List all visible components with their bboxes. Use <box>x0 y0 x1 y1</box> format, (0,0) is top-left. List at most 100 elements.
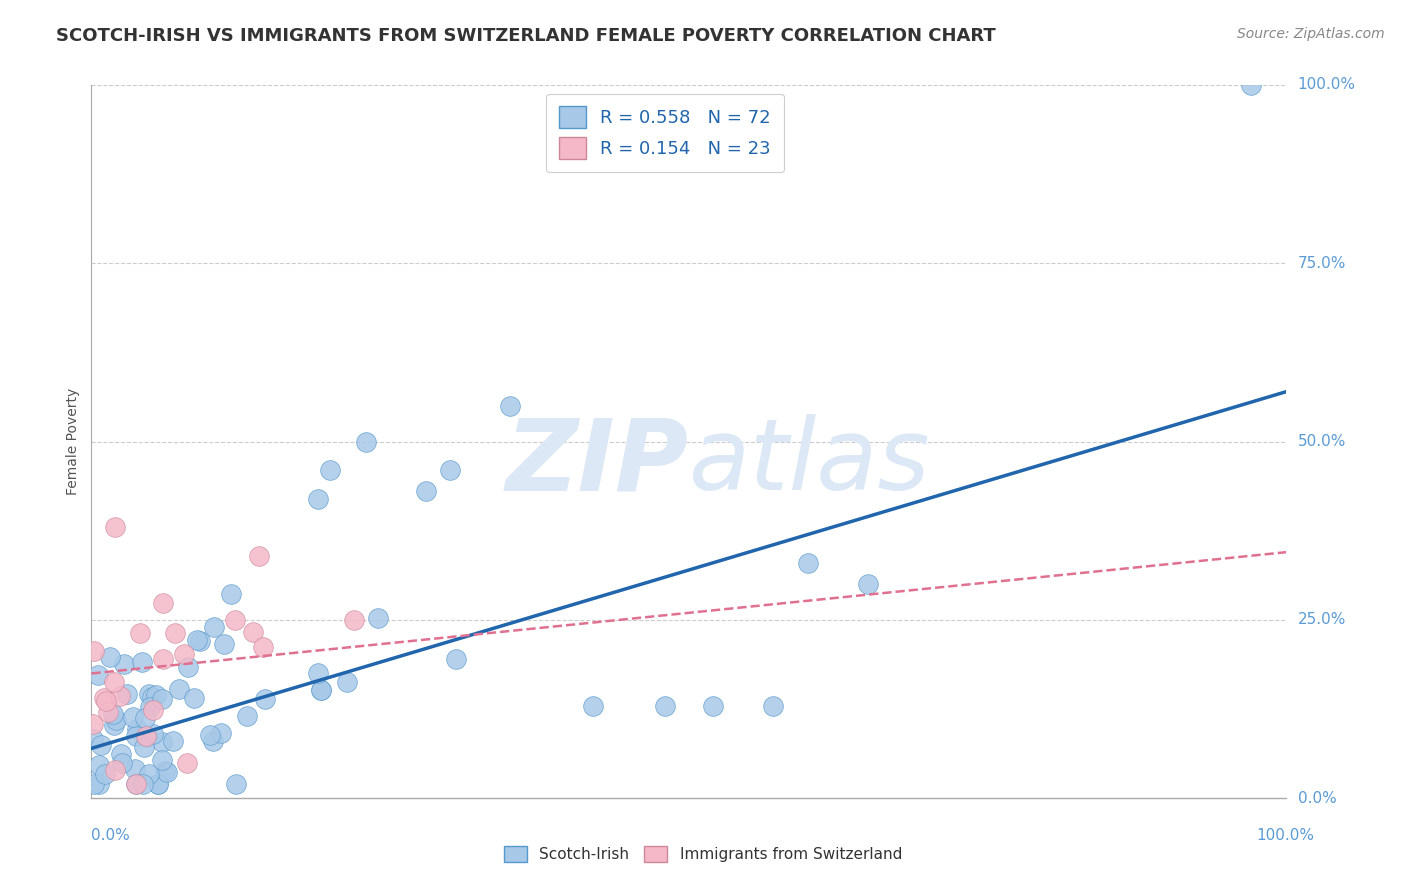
Point <box>125 777 148 791</box>
Point <box>654 698 676 713</box>
Point <box>498 399 520 413</box>
Point <box>139 699 162 714</box>
Text: 25.0%: 25.0% <box>1298 613 1346 627</box>
Point <box>354 434 377 449</box>
Point <box>112 657 135 671</box>
Point <box>163 626 186 640</box>
Point <box>134 710 156 724</box>
Point <box>252 640 274 654</box>
Point <box>176 756 198 770</box>
Point <box>103 707 125 722</box>
Point <box>94 767 117 781</box>
Point <box>90 738 112 752</box>
Point <box>146 777 169 791</box>
Point <box>702 698 724 713</box>
Point <box>105 713 128 727</box>
Point <box>367 611 389 625</box>
Point <box>202 620 225 634</box>
Point <box>336 674 359 689</box>
Point <box>83 644 105 658</box>
Point <box>82 731 104 746</box>
Point <box>309 683 332 698</box>
Point <box>87 757 110 772</box>
Point <box>87 667 110 681</box>
Point <box>82 717 104 731</box>
Point <box>122 710 145 724</box>
Point <box>110 689 132 703</box>
Point <box>247 549 270 563</box>
Point <box>103 675 125 690</box>
Point <box>319 463 342 477</box>
Point <box>186 633 208 648</box>
Point <box>150 735 173 749</box>
Text: 75.0%: 75.0% <box>1298 256 1346 270</box>
Point <box>152 753 174 767</box>
Text: atlas: atlas <box>689 415 931 511</box>
Point <box>162 734 184 748</box>
Point <box>173 647 195 661</box>
Point <box>127 723 149 737</box>
Point <box>582 698 605 713</box>
Text: 100.0%: 100.0% <box>1298 78 1355 92</box>
Point <box>176 660 198 674</box>
Point <box>309 682 332 697</box>
Point <box>201 733 224 747</box>
Point <box>221 587 243 601</box>
Point <box>146 777 169 791</box>
Point <box>97 705 120 719</box>
Point <box>132 740 155 755</box>
Y-axis label: Female Poverty: Female Poverty <box>66 388 80 495</box>
Text: 0.0%: 0.0% <box>1298 791 1336 805</box>
Point <box>104 763 127 777</box>
Point <box>131 655 153 669</box>
Point <box>125 729 148 743</box>
Point <box>761 698 783 713</box>
Point <box>242 624 264 639</box>
Point <box>152 651 174 665</box>
Point <box>83 777 105 791</box>
Point <box>167 682 190 697</box>
Point <box>104 520 127 534</box>
Point <box>138 688 160 702</box>
Point <box>225 777 247 791</box>
Legend: Scotch-Irish, Immigrants from Switzerland: Scotch-Irish, Immigrants from Switzerlan… <box>498 840 908 868</box>
Point <box>124 777 146 791</box>
Point <box>343 613 366 627</box>
Text: ZIP: ZIP <box>506 415 689 511</box>
Point <box>198 727 221 741</box>
Point <box>797 556 820 570</box>
Point <box>156 764 179 779</box>
Point <box>145 689 167 703</box>
Point <box>94 694 117 708</box>
Point <box>224 613 246 627</box>
Point <box>135 730 157 744</box>
Point <box>150 692 173 706</box>
Text: SCOTCH-IRISH VS IMMIGRANTS FROM SWITZERLAND FEMALE POVERTY CORRELATION CHART: SCOTCH-IRISH VS IMMIGRANTS FROM SWITZERL… <box>56 27 995 45</box>
Point <box>131 777 153 791</box>
Point <box>439 463 461 477</box>
Point <box>117 687 139 701</box>
Point <box>152 596 174 610</box>
Point <box>110 747 132 762</box>
Point <box>415 484 437 499</box>
Text: 50.0%: 50.0% <box>1298 434 1346 449</box>
Point <box>307 491 329 506</box>
Point <box>124 762 146 776</box>
Point <box>129 626 152 640</box>
Point <box>236 709 259 723</box>
Point <box>254 692 277 706</box>
Point <box>93 690 115 705</box>
Point <box>1240 78 1263 92</box>
Point <box>307 665 329 680</box>
Point <box>212 637 235 651</box>
Point <box>141 690 163 704</box>
Point <box>87 777 110 791</box>
Point <box>138 767 160 781</box>
Point <box>103 718 125 732</box>
Text: Source: ZipAtlas.com: Source: ZipAtlas.com <box>1237 27 1385 41</box>
Point <box>142 702 165 716</box>
Point <box>183 691 205 706</box>
Point <box>100 649 122 664</box>
Point <box>209 725 232 739</box>
Point <box>135 730 157 744</box>
